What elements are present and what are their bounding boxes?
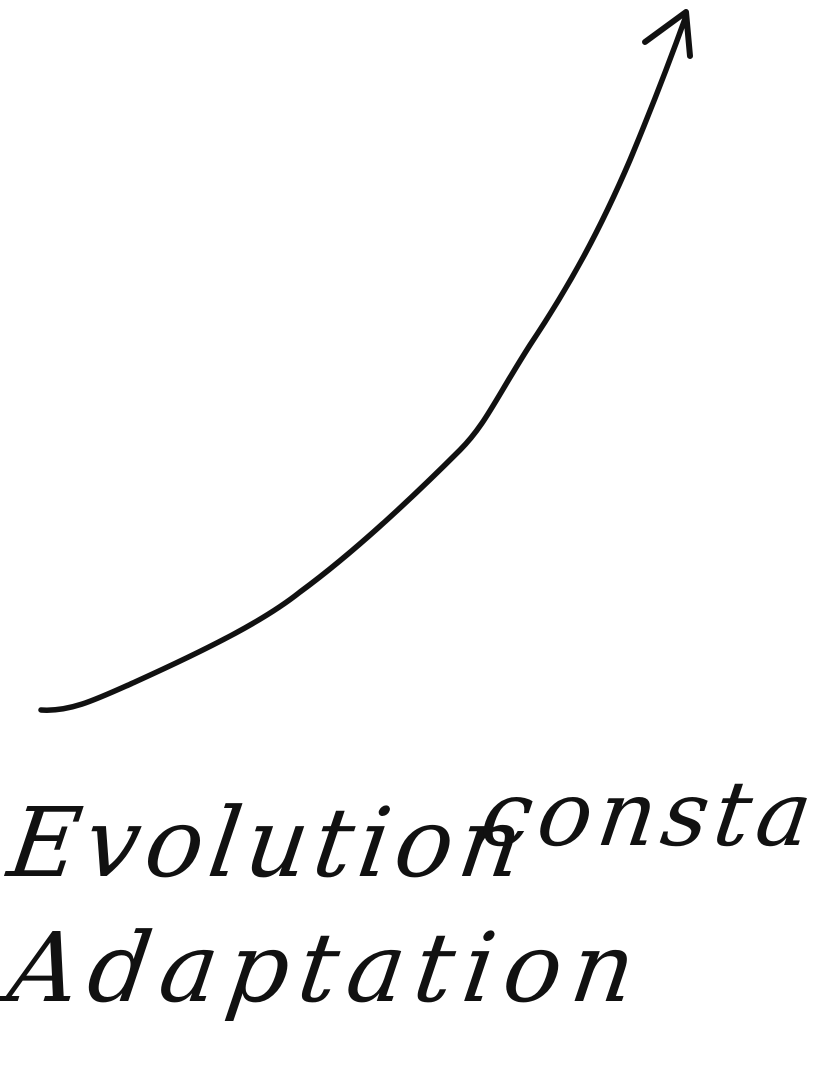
label-constante: constante: [474, 762, 813, 867]
growth-curve: [38, 13, 689, 713]
label-evolution: Evolution: [2, 787, 536, 899]
label-adaptation: Adaptation: [2, 912, 653, 1024]
arrow-head: [642, 9, 693, 59]
rising-curve-arrow-icon: [38, 9, 693, 713]
